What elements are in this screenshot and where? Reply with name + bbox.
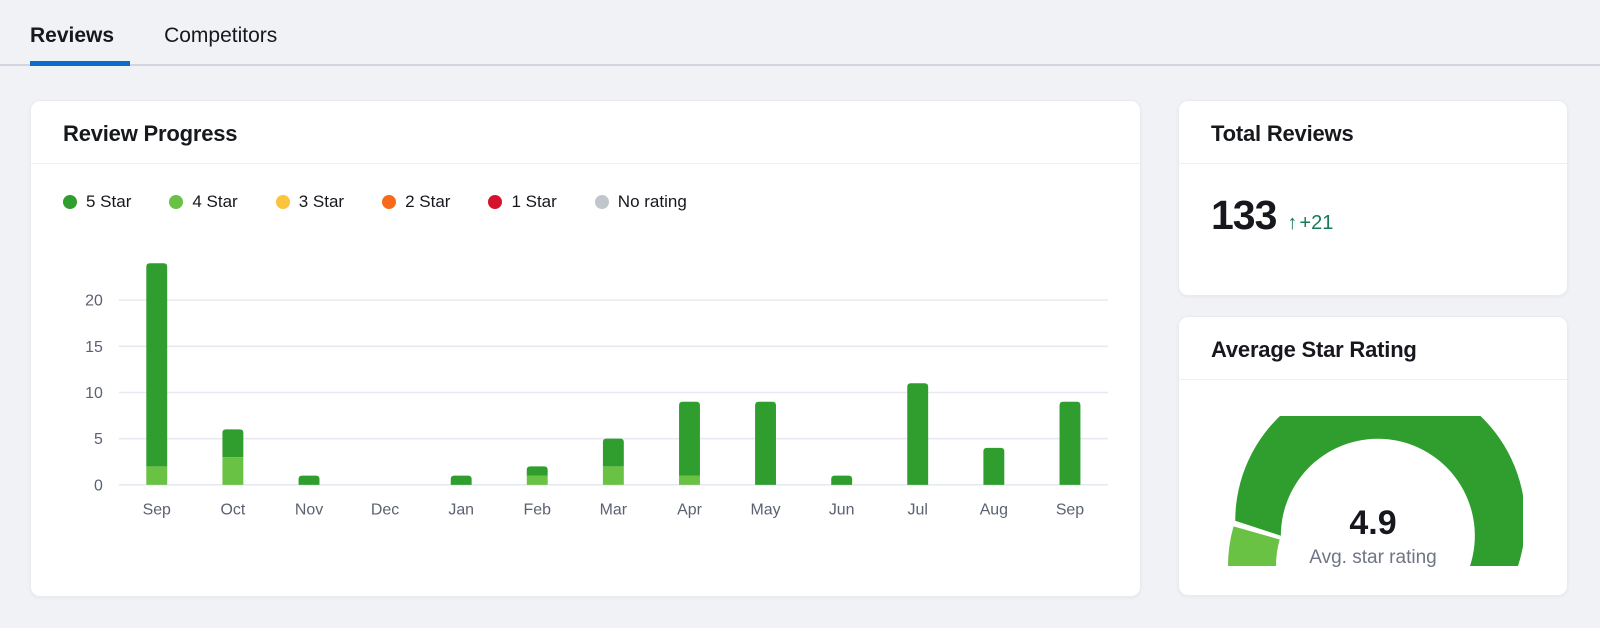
legend-item-2-star[interactable]: 2 Star [382, 192, 450, 212]
review-progress-title: Review Progress [63, 121, 238, 146]
gauge-segment [1228, 526, 1280, 566]
x-tick-label: Feb [524, 502, 552, 519]
y-tick-label: 20 [85, 293, 103, 310]
right-column: Total Reviews 133 ↑ +21 Average Star Rati… [1178, 100, 1568, 596]
chart-legend: 5 Star 4 Star 3 Star 2 Star 1 Star No rating [63, 192, 1108, 212]
legend-label: 2 Star [405, 192, 451, 211]
x-tick-label: Dec [371, 502, 399, 519]
bar-segment[interactable] [146, 466, 168, 485]
bar-segment[interactable] [602, 438, 624, 467]
legend-item-4-star[interactable]: 4 Star [169, 192, 238, 212]
x-tick-label: May [751, 502, 781, 519]
bar-segment[interactable] [755, 401, 776, 485]
bar-segment[interactable] [602, 466, 624, 485]
gauge-arc [1228, 416, 1523, 566]
bar-segment[interactable] [526, 475, 548, 485]
average-rating-value: 4.9 [1349, 504, 1397, 542]
legend-label: 3 Star [298, 192, 345, 211]
legend-label: No rating [617, 192, 687, 211]
x-tick-label: Apr [677, 502, 702, 519]
dashboard-content: Review Progress 5 Star 4 Star 3 Star 2 Star… [0, 66, 1600, 597]
bar-segment[interactable] [222, 457, 244, 485]
total-reviews-card: Total Reviews 133 ↑ +21 [1178, 100, 1568, 296]
review-progress-card: Review Progress 5 Star 4 Star 3 Star 2 Star… [30, 100, 1141, 597]
review-progress-bar-chart: 0 5 10 15 20 Sep Oct Nov Dec Jan Feb Mar Apr May Jun Ju… [85, 263, 1108, 519]
average-star-rating-card: Average Star Rating 4.9 Avg. star rating [1178, 316, 1568, 596]
average-rating-caption: Avg. star rating [1309, 547, 1437, 568]
x-tick-label: Jan [448, 502, 474, 519]
bar-segment[interactable] [983, 447, 1005, 485]
legend-dot-icon [488, 195, 503, 209]
tab-reviews[interactable]: Reviews [30, 20, 131, 66]
average-star-rating-title: Average Star Rating [1211, 337, 1417, 362]
legend-dot-icon [63, 195, 77, 209]
gauge-segment [1235, 416, 1523, 566]
x-tick-label: Nov [295, 502, 323, 519]
x-tick-label: Sep [143, 502, 171, 519]
average-rating-gauge: 4.9 Avg. star rating [1223, 416, 1523, 569]
bar-segment[interactable] [907, 383, 929, 485]
x-tick-label: Sep [1056, 502, 1084, 519]
legend-dot-icon [169, 195, 184, 209]
y-tick-label: 10 [85, 385, 103, 402]
legend-item-3-star[interactable]: 3 Star [275, 192, 345, 212]
bar-segment[interactable] [222, 429, 244, 458]
bar-segment[interactable] [679, 475, 700, 485]
legend-dot-icon [275, 195, 290, 209]
legend-label: 5 Star [86, 192, 132, 211]
x-tick-label: Oct [221, 502, 246, 519]
review-progress-header: Review Progress [31, 101, 1140, 164]
legend-dot-icon [382, 195, 397, 209]
average-star-rating-header: Average Star Rating [1179, 317, 1567, 380]
total-reviews-value: 133 [1211, 192, 1277, 238]
gauge-body: 4.9 Avg. star rating [1179, 380, 1567, 569]
bar-segment[interactable] [679, 401, 700, 476]
total-reviews-header: Total Reviews [1179, 101, 1567, 164]
legend-label: 1 Star [511, 192, 557, 211]
y-tick-label: 5 [94, 431, 103, 448]
legend-item-5-star[interactable]: 5 Star [63, 192, 131, 212]
x-tick-label: Aug [980, 502, 1008, 519]
tab-competitors[interactable]: Competitors [164, 24, 278, 47]
gauge-text: 4.9 Avg. star rating [1223, 506, 1523, 569]
bar-segment[interactable] [831, 475, 853, 485]
tab-bar: Reviews Competitors [0, 0, 1600, 66]
y-tick-label: 15 [85, 339, 103, 356]
bar-segment[interactable] [146, 263, 168, 467]
bar-segment[interactable] [526, 466, 548, 476]
x-tick-label: Jun [829, 502, 855, 519]
total-reviews-title: Total Reviews [1211, 121, 1354, 146]
legend-item-1-star[interactable]: 1 Star [488, 192, 557, 212]
total-reviews-delta: ↑ +21 [1287, 212, 1333, 235]
bar-segment[interactable] [1059, 401, 1081, 485]
x-tick-label: Mar [600, 502, 628, 519]
legend-label: 4 Star [192, 192, 238, 211]
legend-item-no-rating[interactable]: No rating [594, 192, 687, 212]
total-reviews-body: 133 ↑ +21 [1179, 164, 1567, 239]
bar-segment[interactable] [450, 475, 472, 485]
x-tick-label: Jul [908, 502, 928, 519]
legend-dot-icon [594, 195, 609, 209]
bar-segment[interactable] [298, 475, 320, 485]
total-reviews-delta-value: +21 [1299, 212, 1334, 234]
chart-area: 0 5 10 15 20 Sep Oct Nov Dec Jan Feb Mar Apr May Jun Ju… [31, 244, 1140, 535]
arrow-up-icon: ↑ [1287, 212, 1298, 234]
y-tick-label: 0 [94, 477, 103, 494]
